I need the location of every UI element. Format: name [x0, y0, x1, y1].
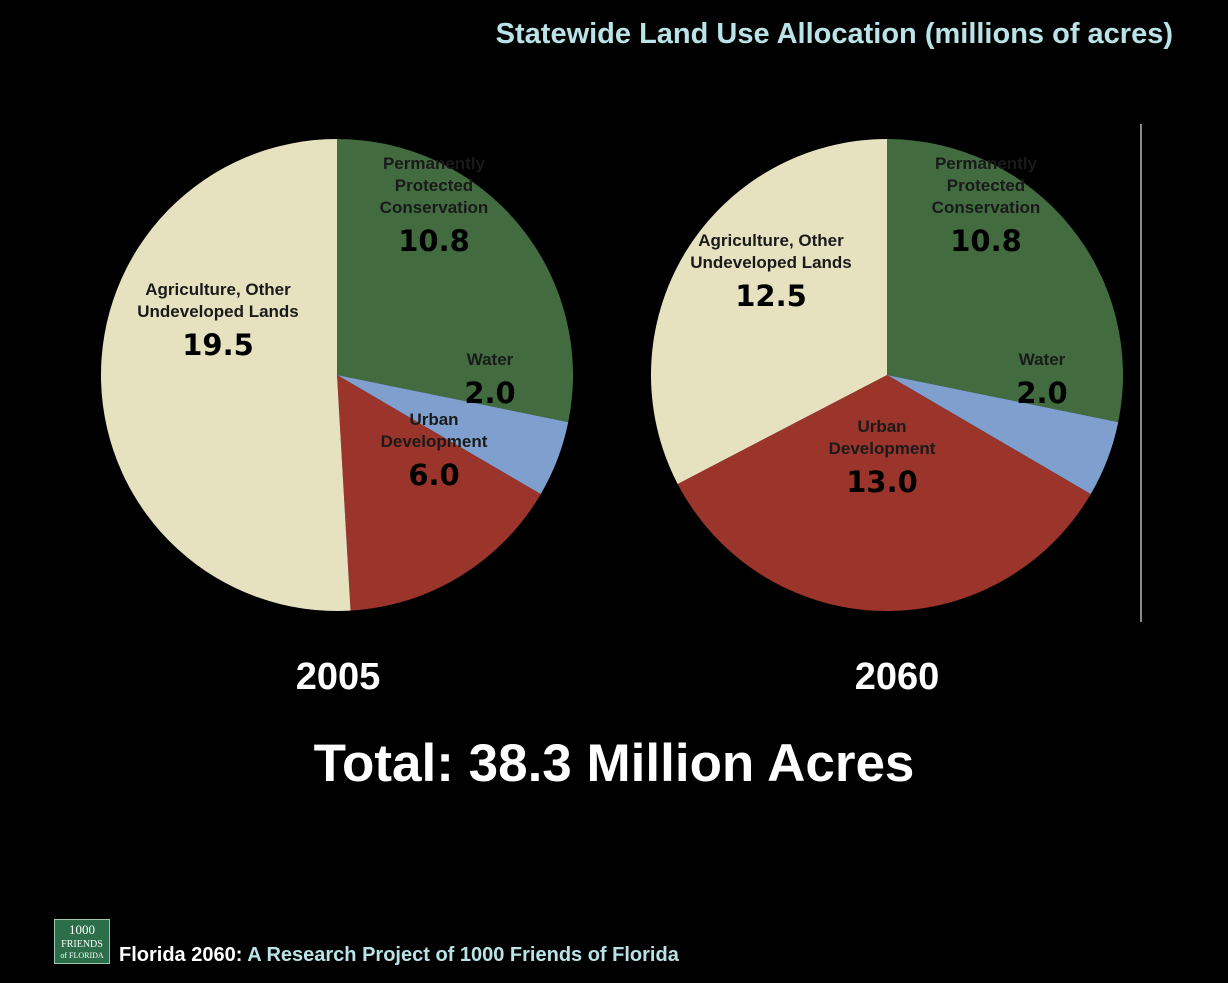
slice-label-water: Water — [1019, 350, 1066, 369]
slice-label-agriculture: Agriculture, Other — [698, 231, 844, 250]
footer-prefix: Florida 2060: — [119, 944, 243, 966]
pie-year-label-2060: 2060 — [854, 656, 940, 698]
pie-slice-urban — [677, 375, 1091, 612]
total-acres-label: Total: 38.3 Million Acres — [313, 734, 915, 793]
slice-value-urban: 13.0 — [846, 465, 918, 499]
pie-slice-agriculture — [650, 139, 887, 484]
slice-value-agriculture: 19.5 — [182, 328, 254, 362]
slice-label-agriculture: Undeveloped Lands — [137, 302, 299, 321]
svg-text:1000: 1000 — [69, 922, 95, 937]
pie-2005: Permanently Protected Conservation 10.8 Wate… — [100, 139, 573, 611]
pie-year-label-2005: 2005 — [295, 656, 381, 698]
footer-text: A Research Project of 1000 Friends of Fl… — [242, 944, 679, 966]
slice-label-urban: Urban — [409, 410, 458, 429]
svg-text:of FLORIDA: of FLORIDA — [60, 951, 104, 960]
slice-label-agriculture: Agriculture, Other — [145, 280, 291, 299]
pie-slice-conservation — [887, 139, 1123, 423]
slice-label-conservation: Conservation — [380, 198, 489, 217]
slice-value-conservation: 10.8 — [950, 224, 1022, 258]
footer-credit: Florida 2060: A Research Project of 1000… — [119, 944, 679, 967]
friends-of-florida-logo: 1000 FRIENDS of FLORIDA — [54, 919, 110, 964]
svg-text:FRIENDS: FRIENDS — [61, 939, 103, 950]
slice-label-conservation: Permanently — [935, 154, 1038, 173]
slice-label-urban: Development — [381, 432, 488, 451]
slice-label-conservation: Conservation — [932, 198, 1041, 217]
pie-slice-conservation — [337, 139, 573, 423]
logo-mark: 1000 FRIENDS of FLORIDA — [60, 922, 104, 960]
pie-2060: Permanently Protected Conservation 10.8 Wate… — [650, 139, 1123, 612]
pie-slice-urban — [337, 375, 541, 611]
slice-label-conservation: Protected — [395, 176, 473, 195]
slice-label-urban: Development — [829, 439, 936, 458]
slice-value-conservation: 10.8 — [398, 224, 470, 258]
slice-value-water: 2.0 — [464, 376, 515, 410]
slice-value-agriculture: 12.5 — [735, 279, 807, 313]
slice-label-conservation: Protected — [947, 176, 1025, 195]
pie-slice-water — [887, 375, 1119, 495]
slice-label-agriculture: Undeveloped Lands — [690, 253, 852, 272]
pie-slice-water — [337, 375, 569, 495]
pie-slice-agriculture — [100, 139, 351, 611]
slice-value-urban: 6.0 — [408, 458, 459, 492]
chart-title: Statewide Land Use Allocation (millions … — [495, 18, 1173, 50]
slice-label-conservation: Permanently — [383, 154, 486, 173]
slice-label-water: Water — [467, 350, 514, 369]
divider-line — [1140, 124, 1142, 622]
slice-label-urban: Urban — [857, 417, 906, 436]
slice-value-water: 2.0 — [1016, 376, 1067, 410]
